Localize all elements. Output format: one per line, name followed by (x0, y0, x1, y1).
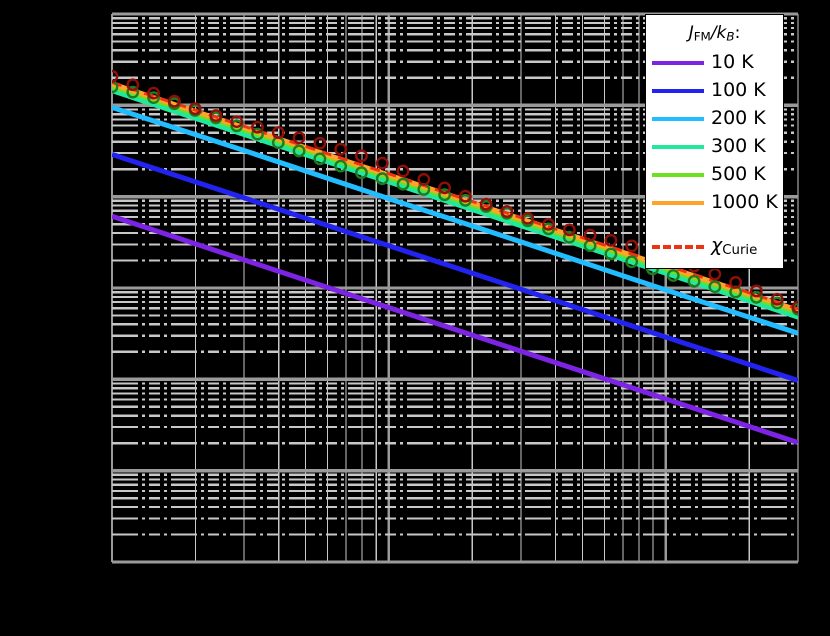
data-point-marker (147, 91, 160, 105)
data-point-marker (791, 300, 798, 314)
data-point-marker (750, 290, 763, 304)
data-point-marker (542, 222, 555, 236)
data-point-marker (562, 230, 576, 244)
legend-title-j: J (688, 23, 694, 43)
legend-label-curie: χCurie (711, 234, 758, 259)
data-point-marker (313, 152, 327, 166)
data-point-marker (417, 172, 431, 186)
data-point-marker (562, 223, 576, 237)
data-point-marker (375, 172, 389, 186)
data-point-marker (251, 120, 264, 134)
legend-label-500k: 500 K (711, 163, 766, 186)
data-point-marker (292, 144, 306, 158)
data-point-marker (271, 126, 285, 139)
legend-title-k-sub: B (726, 29, 735, 44)
legend-item-300k[interactable]: 300 K (652, 133, 777, 161)
data-point-marker (750, 284, 763, 298)
data-point-marker (147, 86, 160, 100)
data-point-marker (708, 280, 722, 294)
data-point-marker (313, 136, 327, 150)
series-line-chi-curie (112, 81, 798, 311)
legend-item-500k[interactable]: 500 K (652, 161, 777, 189)
data-point-marker (479, 197, 493, 211)
legend-item-200k[interactable]: 200 K (652, 105, 777, 133)
legend-label-200k: 200 K (711, 107, 766, 130)
data-point-marker (438, 181, 452, 195)
legend-swatch-100k (652, 88, 704, 93)
legend-label-100k: 100 K (711, 79, 766, 102)
data-point-marker (521, 211, 535, 225)
legend-label-curie-chi: χ (711, 234, 723, 257)
legend-swatch-10k (652, 60, 704, 65)
data-point-marker (604, 233, 618, 247)
data-point-marker (625, 239, 639, 253)
legend: JFM/kB: 10 K 100 K 200 K 300 K 500 K 100… (645, 14, 784, 269)
data-point-marker (729, 276, 743, 289)
data-marker-layer (112, 69, 798, 316)
legend-title-j-sub: FM (693, 29, 711, 44)
data-point-marker (334, 142, 348, 156)
legend-item-10k[interactable]: 10 K (652, 49, 777, 77)
legend-swatch-curie (652, 244, 704, 249)
legend-label-curie-sub: Curie (722, 243, 758, 259)
data-point-marker (500, 205, 514, 218)
legend-item-100k[interactable]: 100 K (652, 77, 777, 105)
legend-title-slash: / (710, 23, 717, 43)
data-point-marker (355, 166, 368, 180)
legend-swatch-200k (652, 116, 704, 121)
series-line-200-k (112, 104, 798, 336)
legend-title-colon: : (734, 23, 741, 43)
data-point-marker (770, 292, 784, 306)
data-point-marker (292, 131, 306, 145)
data-point-marker (126, 85, 140, 99)
data-point-marker (625, 255, 639, 269)
data-point-marker (666, 269, 680, 282)
legend-title: JFM/kB: (652, 21, 777, 49)
legend-swatch-500k (652, 172, 704, 177)
series-line-100-k (112, 152, 798, 383)
data-point-marker (251, 127, 264, 141)
legend-swatch-1000k (652, 200, 704, 205)
legend-label-10k: 10 K (711, 51, 754, 74)
data-point-marker (126, 78, 140, 92)
legend-item-curie[interactable]: χCurie (652, 233, 777, 261)
data-point-marker (542, 217, 555, 231)
data-point-marker (604, 247, 618, 261)
legend-spacer (652, 217, 777, 233)
data-point-marker (355, 149, 368, 163)
data-point-marker (375, 156, 389, 170)
legend-label-1000k: 1000 K (711, 191, 778, 214)
data-point-marker (112, 69, 119, 83)
data-point-marker (167, 94, 181, 108)
legend-item-1000k[interactable]: 1000 K (652, 189, 778, 217)
legend-title-k: k (716, 23, 727, 43)
data-point-marker (458, 193, 472, 207)
legend-swatch-300k (652, 144, 704, 149)
series-line-10-k (112, 213, 798, 445)
data-point-marker (458, 189, 472, 203)
data-point-marker (230, 115, 244, 129)
data-point-marker (583, 228, 597, 242)
data-point-marker (396, 164, 410, 178)
data-point-marker (396, 177, 410, 191)
data-point-marker (334, 159, 348, 173)
data-point-marker (438, 188, 452, 202)
data-point-marker (209, 109, 223, 122)
legend-label-300k: 300 K (711, 135, 766, 158)
data-point-marker (687, 274, 701, 288)
data-point-marker (708, 267, 722, 281)
data-point-marker (230, 119, 244, 133)
data-point-marker (770, 296, 784, 310)
data-point-marker (188, 102, 202, 116)
